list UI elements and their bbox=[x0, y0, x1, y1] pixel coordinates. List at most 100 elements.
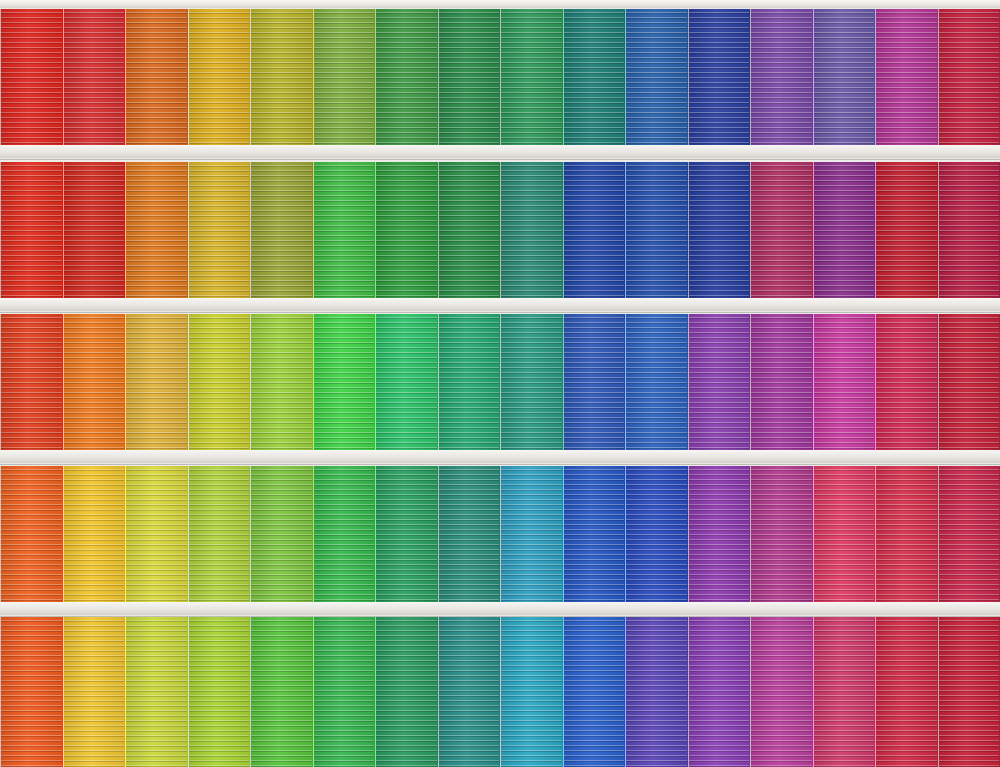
blind-panel bbox=[875, 162, 938, 300]
blind-panel bbox=[687, 9, 750, 147]
blind-slats bbox=[501, 466, 562, 604]
blind-slats bbox=[688, 617, 749, 767]
blind-slats bbox=[126, 617, 187, 767]
blind-panel bbox=[937, 466, 1000, 604]
blind-slats bbox=[938, 162, 999, 300]
blind-panel bbox=[437, 9, 500, 147]
blind-slats bbox=[251, 466, 312, 604]
blind-panel bbox=[500, 314, 563, 452]
blind-panel bbox=[812, 162, 875, 300]
blind-panel bbox=[437, 617, 500, 767]
blind-panel bbox=[562, 9, 625, 147]
blind-slats bbox=[876, 162, 937, 300]
blind-slats bbox=[251, 9, 312, 147]
blind-slats bbox=[938, 617, 999, 767]
blind-slats bbox=[813, 162, 874, 300]
blind-slats bbox=[188, 162, 249, 300]
blind-slats bbox=[751, 162, 812, 300]
blind-panel bbox=[437, 466, 500, 604]
blind-panel bbox=[125, 466, 188, 604]
blind-slats bbox=[188, 617, 249, 767]
blind-slats bbox=[876, 617, 937, 767]
blind-slats bbox=[563, 617, 624, 767]
blind-panel bbox=[125, 314, 188, 452]
floor-ledge bbox=[0, 298, 1000, 312]
blind-slats bbox=[126, 314, 187, 452]
blind-panel bbox=[875, 9, 938, 147]
blind-panel bbox=[875, 466, 938, 604]
blind-slats bbox=[251, 617, 312, 767]
blind-slats bbox=[376, 314, 437, 452]
blind-slats bbox=[251, 162, 312, 300]
blind-panel bbox=[625, 314, 688, 452]
blind-panel bbox=[687, 617, 750, 767]
blind-panel bbox=[750, 9, 813, 147]
blind-slats bbox=[938, 9, 999, 147]
blind-panel bbox=[62, 314, 125, 452]
blind-slats bbox=[813, 314, 874, 452]
blind-slats bbox=[626, 466, 687, 604]
window-row bbox=[0, 466, 1000, 604]
blind-slats bbox=[813, 466, 874, 604]
blind-slats bbox=[688, 9, 749, 147]
blind-slats bbox=[688, 466, 749, 604]
blind-slats bbox=[126, 466, 187, 604]
blind-slats bbox=[1, 9, 62, 147]
blind-slats bbox=[751, 314, 812, 452]
blind-slats bbox=[501, 162, 562, 300]
blind-panel bbox=[562, 617, 625, 767]
window-row bbox=[0, 162, 1000, 300]
blind-slats bbox=[626, 9, 687, 147]
blind-panel bbox=[875, 314, 938, 452]
blind-panel bbox=[625, 9, 688, 147]
blind-slats bbox=[126, 162, 187, 300]
blind-panel bbox=[500, 617, 563, 767]
blind-panel bbox=[375, 162, 438, 300]
blind-panel bbox=[187, 466, 250, 604]
blind-panel bbox=[937, 9, 1000, 147]
blind-panel bbox=[562, 162, 625, 300]
blind-panel bbox=[125, 9, 188, 147]
blind-slats bbox=[751, 466, 812, 604]
blind-slats bbox=[188, 466, 249, 604]
blind-panel bbox=[312, 617, 375, 767]
blind-panel bbox=[687, 466, 750, 604]
blind-panel bbox=[562, 466, 625, 604]
blind-panel bbox=[937, 617, 1000, 767]
blind-panel bbox=[0, 617, 63, 767]
blind-slats bbox=[438, 617, 499, 767]
blind-panel bbox=[187, 617, 250, 767]
blind-slats bbox=[63, 466, 124, 604]
blind-panel bbox=[250, 162, 313, 300]
blind-panel bbox=[500, 9, 563, 147]
blind-panel bbox=[500, 466, 563, 604]
window-row bbox=[0, 314, 1000, 452]
blind-slats bbox=[376, 162, 437, 300]
blind-panel bbox=[312, 9, 375, 147]
blind-panel bbox=[312, 466, 375, 604]
blind-slats bbox=[626, 617, 687, 767]
blind-panel bbox=[687, 162, 750, 300]
blind-panel bbox=[250, 314, 313, 452]
blind-panel bbox=[625, 617, 688, 767]
blind-slats bbox=[813, 9, 874, 147]
blind-slats bbox=[63, 617, 124, 767]
blind-slats bbox=[688, 314, 749, 452]
blind-slats bbox=[63, 162, 124, 300]
blind-panel bbox=[62, 9, 125, 147]
blind-panel bbox=[0, 162, 63, 300]
blind-panel bbox=[562, 314, 625, 452]
blind-slats bbox=[313, 466, 374, 604]
window-row bbox=[0, 617, 1000, 767]
blind-panel bbox=[625, 162, 688, 300]
blind-panel bbox=[187, 162, 250, 300]
blind-slats bbox=[876, 466, 937, 604]
blind-panel bbox=[125, 162, 188, 300]
blind-panel bbox=[187, 9, 250, 147]
blind-panel bbox=[375, 617, 438, 767]
blind-panel bbox=[187, 314, 250, 452]
blind-slats bbox=[376, 617, 437, 767]
blind-panel bbox=[875, 617, 938, 767]
blind-panel bbox=[0, 314, 63, 452]
blind-slats bbox=[188, 9, 249, 147]
